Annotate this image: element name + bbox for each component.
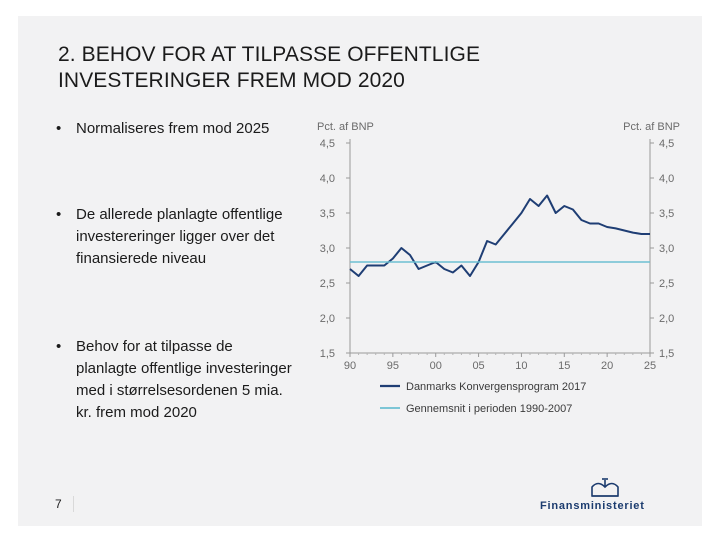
- y-tick-label-left: 3,0: [320, 243, 335, 255]
- y-tick-label-left: 2,5: [320, 278, 335, 290]
- bullet-marker: •: [56, 206, 62, 223]
- bullet-text: De allerede planlagte offentlige investe…: [76, 206, 283, 267]
- finansministeriet-logo: Finansministeriet: [540, 476, 670, 514]
- y-tick-label-left: 2,0: [320, 313, 335, 325]
- x-tick-label: 25: [644, 360, 656, 372]
- bullet-item: • Normaliseres frem mod 2025: [56, 118, 296, 140]
- bullet-marker: •: [56, 338, 62, 355]
- title-line-2: INVESTERINGER FREM MOD 2020: [58, 69, 405, 92]
- y-tick-label-right: 3,0: [659, 243, 674, 255]
- x-tick-label: 10: [515, 360, 527, 372]
- y-tick-label-left: 1,5: [320, 348, 335, 360]
- legend-label: Gennemsnit i perioden 1990-2007: [406, 403, 572, 415]
- series-line-konvergensprogram: [349, 194, 650, 277]
- y-tick-label-right: 2,0: [659, 313, 674, 325]
- page-number-divider: [73, 496, 74, 512]
- x-tick-label: 15: [558, 360, 570, 372]
- y-tick-label-right: 1,5: [659, 348, 674, 360]
- x-tick-label: 95: [387, 360, 399, 372]
- x-tick-label: 05: [472, 360, 484, 372]
- y-axis-title-right: Pct. af BNP: [623, 121, 680, 133]
- y-axis-title-left: Pct. af BNP: [317, 121, 374, 133]
- y-tick-label-left: 4,0: [320, 173, 335, 185]
- crown-icon: [591, 478, 619, 497]
- logo-text: Finansministeriet: [540, 500, 645, 512]
- y-tick-label-right: 4,0: [659, 173, 674, 185]
- y-tick-label-right: 2,5: [659, 278, 674, 290]
- bullet-marker: •: [56, 120, 62, 137]
- x-tick-label: 20: [601, 360, 613, 372]
- y-tick-label-right: 4,5: [659, 138, 674, 150]
- x-tick-label: 90: [344, 360, 356, 372]
- y-tick-label-left: 3,5: [320, 208, 335, 220]
- page-number: 7: [55, 497, 62, 511]
- legend-label: Danmarks Konvergensprogram 2017: [406, 381, 586, 393]
- slide-background: [18, 16, 702, 526]
- bullet-item: • De allerede planlagte offentlige inves…: [56, 204, 296, 270]
- slide-title: 2. BEHOV FOR AT TILPASSE OFFENTLIGE INVE…: [58, 42, 618, 94]
- line-chart: Pct. af BNP Pct. af BNP 4,5 4,5 4,0 4,0 3,5 3,5…: [317, 121, 680, 415]
- y-tick-label-left: 4,5: [320, 138, 335, 150]
- bullet-text: Normaliseres frem mod 2025: [76, 120, 270, 137]
- x-tick-label: 00: [430, 360, 442, 372]
- bullet-text: Behov for at tilpasse de planlagte offen…: [76, 338, 292, 421]
- y-tick-label-right: 3,5: [659, 208, 674, 220]
- bullet-item: • Behov for at tilpasse de planlagte off…: [56, 336, 296, 424]
- title-line-1: 2. BEHOV FOR AT TILPASSE OFFENTLIGE: [58, 43, 481, 66]
